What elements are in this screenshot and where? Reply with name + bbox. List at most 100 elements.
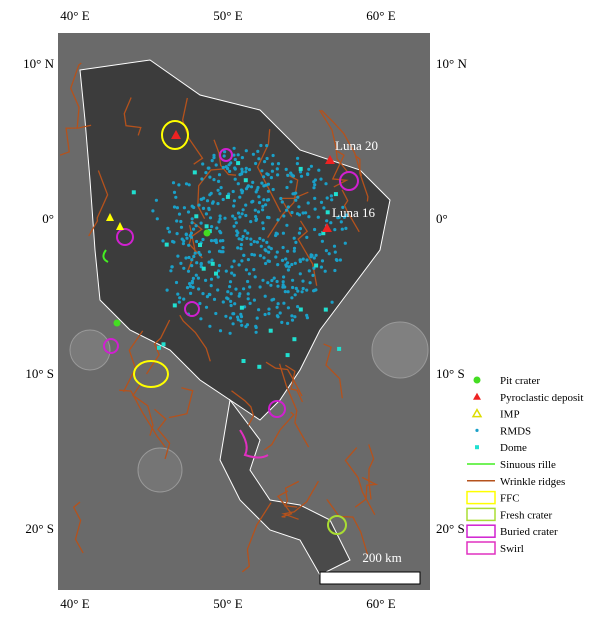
rmds bbox=[226, 297, 229, 300]
rmds bbox=[254, 275, 257, 278]
rmds bbox=[233, 274, 236, 277]
rmds bbox=[208, 250, 211, 253]
rmds bbox=[237, 318, 240, 321]
rmds bbox=[265, 172, 268, 175]
lon-label: 40° E bbox=[60, 8, 89, 23]
rmds bbox=[215, 163, 218, 166]
rmds bbox=[222, 300, 225, 303]
rmds bbox=[292, 174, 295, 177]
rmds bbox=[226, 167, 229, 170]
rmds bbox=[225, 270, 228, 273]
legend-symbol bbox=[467, 525, 495, 537]
rmds bbox=[282, 302, 285, 305]
rmds bbox=[264, 203, 267, 206]
rmds bbox=[219, 218, 222, 221]
rmds bbox=[169, 269, 172, 272]
scale-bar bbox=[320, 572, 420, 584]
rmds bbox=[237, 182, 240, 185]
rmds bbox=[267, 198, 270, 201]
rmds bbox=[175, 219, 178, 222]
rmds bbox=[281, 200, 284, 203]
rmds bbox=[191, 281, 194, 284]
rmds bbox=[210, 259, 213, 262]
rmds bbox=[156, 217, 159, 220]
rmds bbox=[261, 221, 264, 224]
rmds bbox=[233, 260, 236, 263]
rmds bbox=[277, 162, 280, 165]
rmds bbox=[217, 180, 220, 183]
rmds bbox=[195, 274, 198, 277]
rmds bbox=[296, 162, 299, 165]
rmds bbox=[250, 243, 253, 246]
rmds bbox=[192, 277, 195, 280]
rmds bbox=[190, 236, 193, 239]
rmds bbox=[220, 250, 223, 253]
rmds bbox=[333, 245, 336, 248]
rmds bbox=[276, 285, 279, 288]
rmds bbox=[230, 265, 233, 268]
rmds bbox=[264, 248, 267, 251]
rmds bbox=[253, 299, 256, 302]
annotation: Luna 16 bbox=[332, 205, 375, 220]
rmds bbox=[287, 268, 290, 271]
legend-symbol bbox=[467, 508, 495, 520]
rmds bbox=[305, 258, 308, 261]
rmds bbox=[330, 198, 333, 201]
rmds bbox=[256, 317, 259, 320]
rmds bbox=[223, 217, 226, 220]
rmds bbox=[310, 165, 313, 168]
rmds bbox=[189, 292, 192, 295]
lat-label: 10° N bbox=[436, 56, 467, 71]
rmds bbox=[272, 188, 275, 191]
dome bbox=[326, 210, 330, 214]
rmds bbox=[274, 255, 277, 258]
rmds bbox=[198, 302, 201, 305]
rmds bbox=[210, 239, 213, 242]
rmds bbox=[262, 227, 265, 230]
rmds bbox=[256, 241, 259, 244]
rmds bbox=[287, 306, 290, 309]
rmds bbox=[294, 192, 297, 195]
rmds bbox=[249, 302, 252, 305]
rmds bbox=[245, 268, 248, 271]
rmds bbox=[238, 237, 241, 240]
rmds bbox=[234, 178, 237, 181]
rmds bbox=[166, 289, 169, 292]
rmds bbox=[257, 308, 260, 311]
rmds bbox=[195, 224, 198, 227]
legend-label: RMDS bbox=[500, 425, 531, 437]
rmds bbox=[272, 298, 275, 301]
rmds bbox=[179, 220, 182, 223]
rmds bbox=[219, 231, 222, 234]
rmds bbox=[238, 292, 241, 295]
rmds bbox=[317, 216, 320, 219]
rmds bbox=[257, 210, 260, 213]
rmds bbox=[255, 326, 258, 329]
rmds bbox=[249, 238, 252, 241]
rmds bbox=[290, 263, 293, 266]
rmds bbox=[217, 275, 220, 278]
rmds bbox=[195, 240, 198, 243]
rmds bbox=[178, 213, 181, 216]
rmds bbox=[229, 300, 232, 303]
rmds bbox=[191, 221, 194, 224]
rmds bbox=[176, 232, 179, 235]
rmds bbox=[313, 256, 316, 259]
rmds bbox=[269, 284, 272, 287]
dome bbox=[194, 214, 198, 218]
rmds bbox=[261, 205, 264, 208]
rmds bbox=[234, 288, 237, 291]
rmds bbox=[302, 258, 305, 261]
rmds bbox=[235, 221, 238, 224]
rmds bbox=[252, 268, 255, 271]
rmds bbox=[237, 153, 240, 156]
rmds bbox=[251, 181, 254, 184]
rmds bbox=[276, 251, 279, 254]
rmds bbox=[299, 272, 302, 275]
dome bbox=[269, 329, 273, 333]
rmds bbox=[257, 195, 260, 198]
rmds bbox=[250, 185, 253, 188]
rmds bbox=[221, 246, 224, 249]
rmds bbox=[200, 198, 203, 201]
rmds bbox=[230, 292, 233, 295]
